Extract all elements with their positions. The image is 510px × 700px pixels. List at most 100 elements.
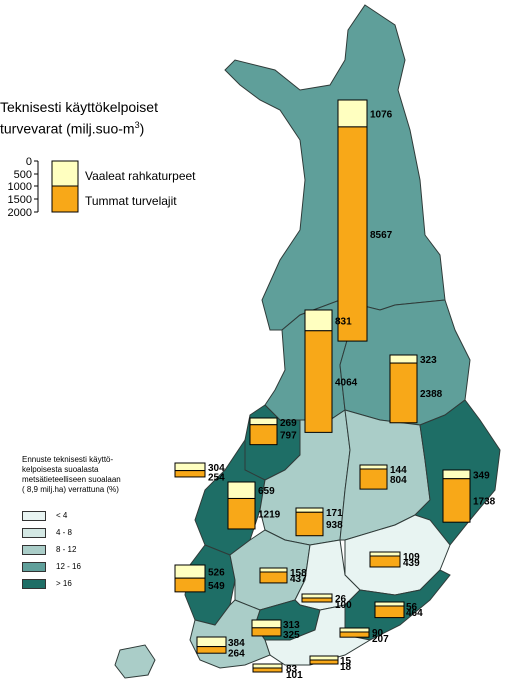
bar-light-value: 90 — [372, 628, 384, 639]
bar-light-segment — [196, 636, 227, 648]
bar-light-segment — [337, 99, 368, 128]
bar-dark-segment — [359, 468, 388, 490]
bar-dark-value: 938 — [326, 520, 343, 531]
bar-light-value: 349 — [473, 470, 490, 481]
class-swatch-1 — [22, 511, 46, 521]
title-line-2-text: turvevarat (milj.suo-m — [0, 120, 135, 137]
bar-light-segment — [309, 655, 339, 661]
legend-dark-swatch — [51, 185, 79, 213]
bar-light-segment — [174, 564, 206, 579]
bar-light-value: 659 — [258, 486, 275, 497]
class-label-5: > 16 — [56, 579, 72, 588]
bar-dark-value: 1219 — [258, 510, 281, 521]
bar-dark-segment — [309, 659, 339, 665]
bar-light-segment — [251, 619, 282, 629]
bar-light-segment — [252, 663, 283, 669]
bar-dark-value: 101 — [286, 670, 303, 681]
class-label-4: 12 - 16 — [56, 562, 81, 571]
bar-dark-value: 254 — [208, 473, 225, 484]
class-swatch-3 — [22, 545, 46, 555]
bar-dark-value: 325 — [283, 630, 300, 641]
bar-dark-segment — [337, 126, 368, 342]
bar-light-value: 831 — [335, 316, 352, 327]
bar-dark-segment — [174, 577, 206, 593]
bar-dark-segment — [249, 424, 278, 446]
bar-dark-segment — [295, 511, 324, 537]
legend-light-label: Vaaleat rahkaturpeet — [85, 169, 196, 183]
class-legend-title-4: ( 8,9 milj.ha) verrattuna (%) — [22, 485, 119, 494]
scale-tick-label: 500 — [14, 169, 32, 181]
class-legend-title: Ennuste teknisesti käyttö- kelpoisesta s… — [22, 455, 121, 495]
bar-dark-segment — [442, 478, 471, 523]
bar-light-value: 384 — [228, 638, 245, 649]
bar-dark-value: 437 — [290, 574, 307, 585]
bar-light-segment — [227, 481, 256, 499]
bar-light-segment — [369, 551, 401, 557]
scale-tick-label: 1000 — [8, 181, 32, 193]
scale-tick-label: 1500 — [8, 194, 32, 206]
bar-dark-value: 804 — [390, 475, 407, 486]
bar-light-segment — [259, 567, 288, 573]
bar-light-segment — [295, 507, 324, 513]
map-title: Teknisesti käyttökelpoiset turvevarat (m… — [0, 98, 158, 138]
bar-light-value: 158 — [290, 568, 307, 579]
bar-light-value: 526 — [208, 568, 225, 579]
bar-light-segment — [389, 354, 418, 364]
bar-light-value: 1076 — [370, 109, 393, 120]
bar-light-value: 323 — [420, 355, 437, 366]
bar-light-value: 313 — [283, 620, 300, 631]
bar-dark-segment — [301, 597, 333, 603]
bar-light-segment — [339, 627, 370, 633]
bar-dark-segment — [374, 605, 405, 619]
class-swatch-2 — [22, 528, 46, 538]
bar-light-value: 83 — [286, 664, 298, 675]
bar-dark-segment — [339, 631, 370, 638]
bar-dark-value: 264 — [228, 649, 245, 660]
scale-tick-label: 2000 — [8, 207, 32, 219]
bar-light-segment — [359, 464, 388, 470]
bar-light-segment — [249, 417, 278, 426]
class-legend-title-3: metsätieteelliseen suoalaan — [22, 475, 121, 484]
bar-dark-value: 4064 — [335, 378, 358, 389]
title-sup: 3 — [134, 120, 140, 130]
bar-dark-segment — [174, 470, 206, 478]
bar-light-value: 15 — [340, 656, 352, 667]
bar-dark-value: 100 — [335, 600, 352, 611]
bar-dark-value: 207 — [372, 634, 389, 645]
bar-dark-value: 18 — [340, 662, 352, 673]
bar-light-value: 269 — [280, 418, 297, 429]
region-lapland — [224, 4, 446, 331]
bar-dark-segment — [369, 555, 401, 568]
bar-dark-value: 549 — [208, 581, 225, 592]
class-label-2: 4 - 8 — [56, 528, 73, 537]
scale-tick-label: 0 — [26, 156, 32, 168]
bar-dark-segment — [196, 646, 227, 654]
bar-dark-value: 797 — [280, 431, 297, 442]
bar-light-segment — [304, 309, 333, 332]
class-label-3: 8 - 12 — [56, 545, 77, 554]
bar-light-segment — [174, 462, 206, 472]
bar-dark-value: 1738 — [473, 496, 496, 507]
bar-dark-segment — [252, 667, 283, 673]
bar-light-value: 144 — [390, 465, 407, 476]
title-line-1: Teknisesti käyttökelpoiset — [0, 99, 158, 115]
class-swatch-4 — [22, 562, 46, 572]
bar-dark-segment — [227, 497, 256, 530]
bar-light-segment — [301, 593, 333, 599]
class-legend-title-2: kelpoisesta suoalasta — [22, 465, 99, 474]
class-label-1: < 4 — [56, 511, 68, 520]
legend-light-swatch — [51, 160, 79, 187]
title-line-2: turvevarat (milj.suo-m3) — [0, 116, 158, 138]
bar-dark-segment — [259, 571, 288, 584]
class-swatch-5 — [22, 579, 46, 589]
bar-light-value: 171 — [326, 508, 343, 519]
bar-dark-segment — [251, 627, 282, 637]
bar-light-value: 56 — [406, 602, 418, 613]
bar-dark-value: 2388 — [420, 389, 443, 400]
bar-dark-value: 464 — [406, 608, 423, 619]
bar-dark-value: 439 — [403, 558, 420, 569]
bar-dark-segment — [304, 330, 333, 433]
